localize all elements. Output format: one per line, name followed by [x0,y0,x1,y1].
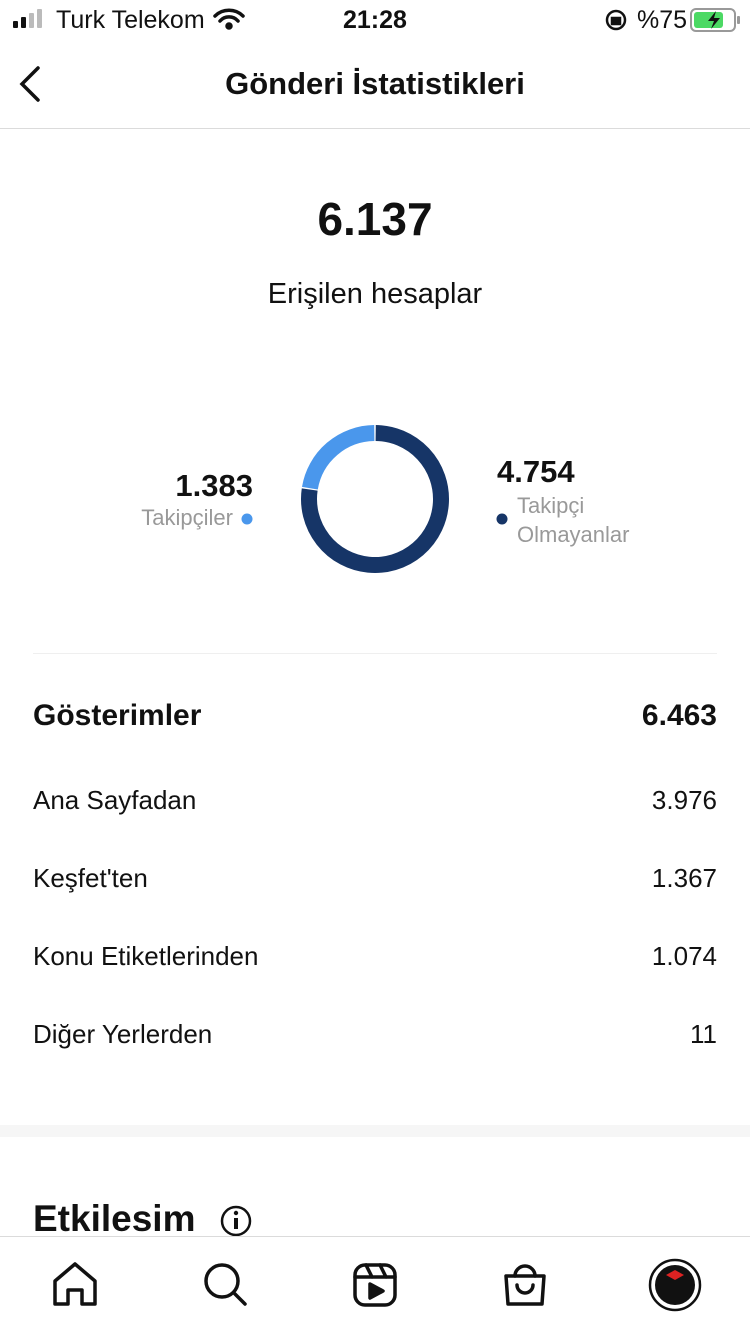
home-tab[interactable] [53,1262,97,1306]
row-label: Diğer Yerlerden [33,1019,213,1049]
profile-tab[interactable] [648,1258,702,1312]
search-tab[interactable] [204,1263,247,1306]
row-label: Konu Etiketlerinden [33,941,259,971]
legend-dot [241,513,253,525]
section-separator [0,1125,750,1137]
battery-level: %75 [637,6,688,34]
back-button[interactable] [19,66,40,102]
row-value: 11 [690,1019,717,1049]
wifi-icon [213,8,245,30]
donut-segment [302,425,375,490]
shop-tab[interactable] [504,1264,546,1306]
row-label: Ana Sayfadan [33,785,197,815]
battery-icon [690,8,740,32]
signal-icon [13,9,42,28]
row-value: 1.074 [651,941,717,971]
section-title: Gösterimler [33,699,202,732]
reach-label: Erişilen hesaplar [267,278,483,310]
reels-tab[interactable] [353,1263,397,1307]
non-followers-count: 4.754 [497,454,575,489]
section-title: Etkilesim [33,1198,196,1239]
non-followers-label: Takipçi Olmayanlar [517,493,630,547]
legend-dot [496,513,508,525]
row-value: 1.367 [651,863,717,893]
followers-label: Takipçiler [141,505,233,530]
row-value: 3.976 [651,785,717,815]
info-icon[interactable] [220,1205,252,1237]
clock: 21:28 [343,6,407,34]
rotation-lock-icon [605,9,627,31]
followers-count: 1.383 [175,468,253,503]
carrier: Turk Telekom [56,6,205,34]
reach-total: 6.137 [317,193,433,245]
section-total: 6.463 [641,699,717,732]
row-label: Keşfet'ten [33,863,148,893]
donut-segment [301,425,449,573]
page-title: Gönderi İstatistikleri [225,66,525,101]
